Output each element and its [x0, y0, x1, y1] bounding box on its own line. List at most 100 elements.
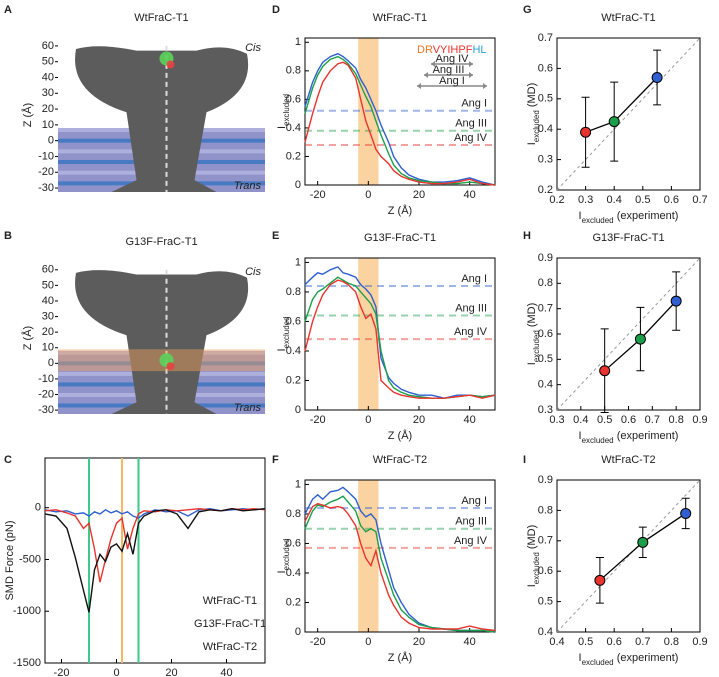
- x-axis-label: Z (Å): [388, 429, 412, 442]
- sequence: DRVYIHPFHL: [417, 44, 487, 56]
- level-label: Ang IV: [454, 132, 488, 144]
- y-axis-label: Iexcluded (MD): [526, 303, 541, 366]
- y-tick-label: 0.4: [538, 379, 553, 391]
- plot-frame: [304, 37, 496, 186]
- y-tick-label: 0.7: [538, 32, 553, 44]
- x-axis-label: Iexcluded (experiment): [579, 210, 679, 225]
- panel-title: G13F-FraC-T1: [364, 232, 436, 244]
- y-axis-label-part: excluded: [532, 110, 541, 142]
- data-point: [599, 365, 611, 377]
- x-axis-label: Iexcluded (experiment): [579, 430, 679, 445]
- data-point: [580, 126, 592, 138]
- y-tick-label: -500: [19, 553, 41, 565]
- data-point: [634, 333, 646, 345]
- y-tick-label: 60: [42, 264, 54, 276]
- y-tick-label: 0.4: [286, 345, 301, 357]
- x-tick-label: 0.9: [692, 636, 707, 648]
- y-tick-label: -1000: [13, 605, 41, 617]
- y-tick-label: 0.6: [286, 537, 301, 549]
- plot-frame: [304, 257, 496, 411]
- x-tick-label: 40: [464, 189, 476, 201]
- y-tick-label: -20: [38, 388, 54, 400]
- y-tick-label: 0.6: [286, 315, 301, 327]
- sequence-part: DR: [417, 44, 433, 56]
- peptide: [166, 362, 175, 371]
- level-label: Ang IV: [454, 326, 488, 338]
- level-label: Ang III: [455, 302, 487, 314]
- y-tick-label: 0.4: [286, 567, 301, 579]
- y-tick-label: 20: [42, 103, 54, 115]
- y-axis-label-part: excluded: [532, 330, 541, 362]
- data-point: [608, 116, 620, 128]
- y-tick-label: -30: [38, 182, 54, 194]
- y-axis-label-part: I: [526, 584, 538, 587]
- data-line: [44, 507, 266, 613]
- x-tick-label: 40: [464, 414, 476, 426]
- x-axis-label: Iexcluded (experiment): [579, 652, 679, 667]
- y-axis-label-part: excluded: [532, 552, 541, 584]
- x-axis-label-part: I: [579, 430, 582, 442]
- x-tick-label: -20: [54, 667, 70, 677]
- pore-surface: [75, 270, 249, 414]
- legend-label: WtFraC-T1: [203, 595, 257, 607]
- legend-label: G13F-FraC-T1: [194, 618, 266, 630]
- plot-frame: [44, 457, 266, 664]
- y-tick-label: 0.2: [286, 150, 301, 162]
- y-tick-label: 0.4: [538, 123, 553, 135]
- y-tick-label: 50: [42, 279, 54, 291]
- identity-line: [556, 479, 701, 633]
- span-label: Ang IV: [435, 53, 469, 65]
- y-tick-label: 0.5: [538, 353, 553, 365]
- y-axis-label: Iexcluded (MD): [526, 525, 541, 588]
- y-axis-label-part: I: [276, 348, 288, 351]
- x-tick-label: 0.7: [645, 414, 660, 426]
- level-label: Ang IV: [454, 535, 488, 547]
- y-tick-label: 0.6: [538, 328, 553, 340]
- highlight-band: [358, 480, 379, 632]
- x-axis-label-part: (experiment): [614, 430, 679, 442]
- x-tick-label: 20: [413, 189, 425, 201]
- x-axis-label-part: (experiment): [614, 210, 679, 222]
- y-tick-label: -1500: [13, 657, 41, 669]
- x-tick-label: -20: [310, 636, 326, 648]
- data-line: [304, 279, 496, 399]
- side-label: Trans: [234, 180, 262, 192]
- highlight-band: [358, 258, 379, 410]
- x-tick-label: -20: [310, 189, 326, 201]
- y-tick-label: -20: [38, 166, 54, 178]
- y-axis-label: Iexcluded: [276, 538, 291, 573]
- x-axis-label-part: excluded: [582, 658, 614, 667]
- x-tick-label: 0.5: [635, 194, 650, 206]
- y-tick-label: -10: [38, 150, 54, 162]
- y-tick-label: 40: [42, 295, 54, 307]
- y-axis-label-part: I: [526, 362, 538, 365]
- y-tick-label: 0.2: [286, 374, 301, 386]
- y-tick-label: 0.7: [538, 535, 553, 547]
- y-tick-label: 0: [48, 357, 54, 369]
- side-label: Trans: [234, 402, 262, 414]
- x-tick-label: 0.8: [669, 414, 684, 426]
- x-axis-label-part: I: [579, 652, 582, 664]
- x-tick-label: 20: [413, 414, 425, 426]
- y-axis-label: Z (Å): [21, 103, 34, 127]
- x-axis-label: Z (Å): [388, 204, 412, 217]
- x-tick-label: 0.9: [692, 414, 707, 426]
- peptide: [166, 60, 175, 69]
- identity-line: [556, 37, 701, 191]
- identity-line: [556, 257, 701, 411]
- y-tick-label: -30: [38, 404, 54, 416]
- pore-surface: [75, 46, 249, 193]
- y-tick-label: 0.9: [538, 252, 553, 264]
- span-label: Ang III: [433, 64, 465, 76]
- x-axis-label-part: excluded: [582, 436, 614, 445]
- panel-title: WtFraC-T2: [373, 454, 427, 466]
- y-tick-label: 40: [42, 71, 54, 83]
- panel-title: WtFraC-T1: [373, 12, 427, 24]
- x-tick-label: 0.6: [607, 636, 622, 648]
- x-tick-label: 0: [365, 636, 371, 648]
- y-axis-label: SMD Force (pN): [4, 520, 16, 600]
- y-axis-label-part: (MD): [526, 83, 538, 111]
- level-label: Ang I: [461, 98, 487, 110]
- level-label: Ang I: [461, 495, 487, 507]
